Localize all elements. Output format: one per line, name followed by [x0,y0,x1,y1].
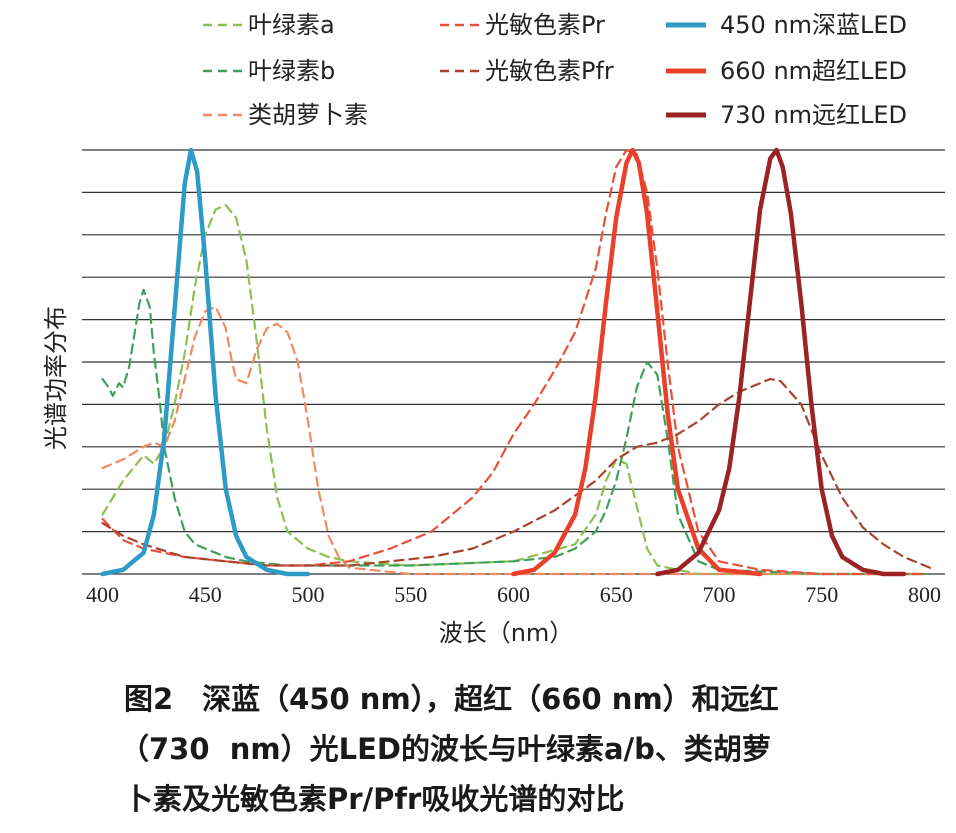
legend-label: 光敏色素Pr [485,11,605,39]
series-line [511,147,763,577]
x-axis-label: 波长（nm） [439,619,574,647]
x-tick-label: 700 [702,582,735,607]
x-axis: 400 450 500 550 600 650 700 750 800 [86,582,941,607]
legend-label: 450 nm深蓝LED [720,11,907,39]
spectrum-chart: 400 450 500 550 600 650 700 750 800 叶绿素a 叶绿素b 类胡萝卜… [42,11,945,647]
series-line [101,288,926,576]
series-line [100,147,311,577]
x-tick-label: 600 [497,582,530,607]
legend-label: 660 nm超红LED [720,57,907,85]
y-axis-label: 光谱功率分布 [42,306,70,450]
x-tick-label: 450 [189,582,222,607]
series-layer [100,147,936,577]
legend-label: 叶绿素a [248,11,335,39]
series-line [101,377,936,571]
x-tick-label: 650 [600,582,633,607]
x-tick-label: 550 [394,582,427,607]
legend-label: 叶绿素b [248,57,335,85]
legend-label: 光敏色素Pfr [485,57,614,85]
legend: 叶绿素a 叶绿素b 类胡萝卜素 光敏色素Pr 光敏色素Pfr 450 nm深蓝LED 660… [203,11,907,129]
figure-caption-line-1: 图2 深蓝（450 nm），超红（660 nm）和远红 [124,682,779,716]
series-line [655,147,907,577]
figure-caption-line-2: （730 nm）光LED的波长与叶绿素a/b、类胡萝 [120,732,771,766]
figure-caption-line-3: 卜素及光敏色素Pr/Pfr吸收光谱的对比 [124,782,625,816]
x-tick-label: 400 [86,582,119,607]
legend-label: 类胡萝卜素 [248,101,368,129]
x-tick-label: 750 [805,582,838,607]
x-tick-label: 800 [908,582,941,607]
x-tick-label: 500 [292,582,325,607]
grid-lines [82,149,945,575]
series-line [101,305,926,576]
legend-label: 730 nm远红LED [720,101,907,129]
series-line [101,204,926,576]
